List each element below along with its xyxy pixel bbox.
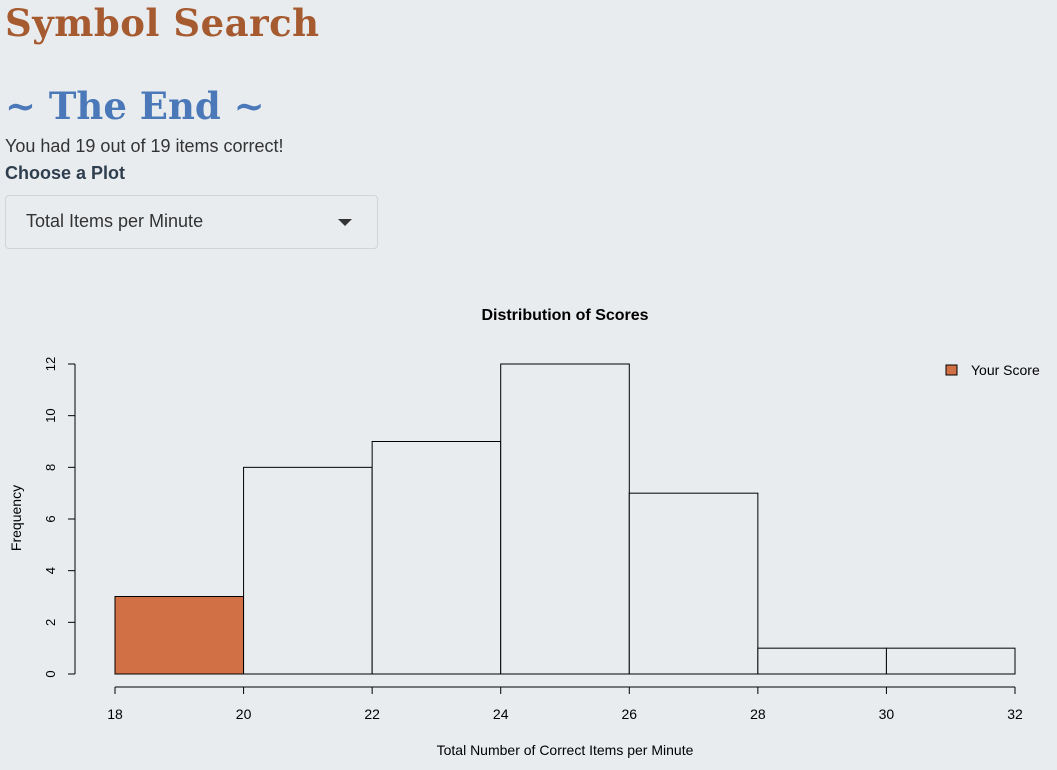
legend-label: Your Score bbox=[971, 362, 1040, 378]
histogram-bar bbox=[500, 363, 630, 675]
x-axis-label: Total Number of Correct Items per Minute bbox=[437, 742, 694, 758]
plot-select-label: Choose a Plot bbox=[5, 163, 126, 183]
app-title: Symbol Search bbox=[5, 1, 320, 45]
x-tick-label: 26 bbox=[621, 706, 637, 722]
x-tick-label: 32 bbox=[1007, 706, 1023, 722]
chevron-down-icon[interactable] bbox=[338, 219, 352, 226]
histogram-bar bbox=[371, 441, 502, 675]
y-tick-label: 8 bbox=[43, 464, 58, 471]
histogram-bar bbox=[628, 492, 759, 675]
x-tick-label: 18 bbox=[107, 706, 123, 722]
histogram-chart: Distribution of Scores Total Number of C… bbox=[8, 307, 1040, 758]
end-title: ~ The End ~ bbox=[5, 84, 265, 128]
histogram-bar bbox=[243, 466, 373, 675]
x-tick-label: 24 bbox=[493, 706, 509, 722]
y-tick-label: 0 bbox=[43, 670, 58, 677]
result-text: You had 19 out of 19 items correct! bbox=[5, 136, 284, 156]
y-tick-label: 6 bbox=[43, 515, 58, 522]
legend-swatch bbox=[945, 364, 958, 376]
chart-title: Distribution of Scores bbox=[481, 307, 648, 324]
x-tick-label: 22 bbox=[364, 706, 380, 722]
histogram-bar bbox=[114, 596, 245, 675]
y-tick-label: 10 bbox=[43, 408, 58, 422]
plot-select-value: Total Items per Minute bbox=[26, 211, 204, 231]
y-tick-label: 2 bbox=[43, 619, 58, 626]
y-tick-label: 4 bbox=[43, 567, 58, 574]
y-axis-label: Frequency bbox=[8, 485, 24, 551]
bars-group bbox=[114, 363, 1016, 675]
histogram-bar bbox=[757, 647, 887, 675]
y-tick-label: 12 bbox=[43, 357, 58, 371]
x-tick-label: 30 bbox=[879, 706, 895, 722]
legend: Your Score bbox=[945, 362, 1040, 378]
x-tick-label: 28 bbox=[750, 706, 766, 722]
x-tick-label: 20 bbox=[236, 706, 252, 722]
histogram-bar bbox=[885, 647, 1016, 675]
plot-select-dropdown[interactable]: Total Items per Minute bbox=[5, 195, 378, 249]
